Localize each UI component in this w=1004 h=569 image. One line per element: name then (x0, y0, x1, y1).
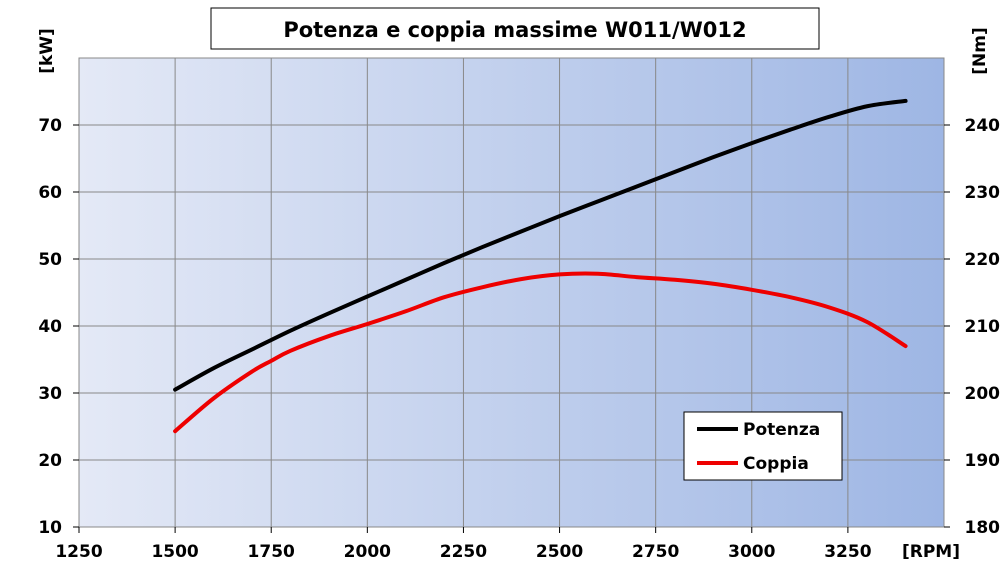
x-tick-label-1750: 1750 (248, 542, 295, 562)
x-tick-label-2000: 2000 (344, 542, 391, 562)
chart-title-box (210, 7, 820, 50)
x-tick-label-2500: 2500 (536, 542, 583, 562)
y-right-tick-label-210: 210 (965, 317, 1001, 337)
y-axis-right-label: [Nm] (970, 27, 990, 74)
grid (79, 58, 944, 527)
y-left-tick-label-30: 30 (38, 384, 62, 404)
y-left-tick-label-10: 10 (38, 518, 62, 538)
y-left-tick-label-20: 20 (38, 451, 62, 471)
x-tick-label-3000: 3000 (728, 542, 775, 562)
x-tick-label-1250: 1250 (55, 542, 102, 562)
y-right-tick-label-200: 200 (965, 384, 1001, 404)
x-axis-label: [RPM] (902, 542, 960, 562)
legend: Potenza Coppia (683, 411, 843, 481)
x-tick-label-3250: 3250 (824, 542, 871, 562)
x-tick-label-2750: 2750 (632, 542, 679, 562)
legend-label-potenza: Potenza (743, 420, 820, 440)
legend-label-coppia: Coppia (743, 454, 809, 474)
y-axis-left-ticks: 10 20 30 40 50 60 70 (38, 116, 79, 538)
y-right-tick-label-240: 240 (965, 116, 1001, 136)
y-left-tick-label-60: 60 (38, 183, 62, 203)
y-left-tick-label-70: 70 (38, 116, 62, 136)
legend-box (683, 411, 843, 481)
series-line-potenza (173, 98, 908, 392)
plot-frame (78, 57, 945, 528)
x-axis-ticks: 1250 1500 1750 2000 2250 2500 2750 3000 3250 (55, 527, 872, 562)
y-left-tick-label-40: 40 (38, 317, 62, 337)
y-right-tick-label-220: 220 (965, 250, 1001, 270)
series-line-coppia (173, 271, 908, 434)
x-tick-label-1500: 1500 (151, 542, 198, 562)
y-right-tick-label-180: 180 (965, 518, 1001, 538)
y-left-tick-label-50: 50 (38, 250, 62, 270)
series-layer (173, 98, 908, 434)
chart-title: Potenza e coppia massime W011/W012 (283, 18, 746, 42)
x-tick-label-2250: 2250 (440, 542, 487, 562)
y-right-tick-label-230: 230 (965, 183, 1001, 203)
y-right-tick-label-190: 190 (965, 451, 1001, 471)
y-axis-left-label: [kW] (37, 28, 57, 74)
y-axis-right-ticks: 180 190 200 210 220 230 240 (944, 116, 1000, 538)
